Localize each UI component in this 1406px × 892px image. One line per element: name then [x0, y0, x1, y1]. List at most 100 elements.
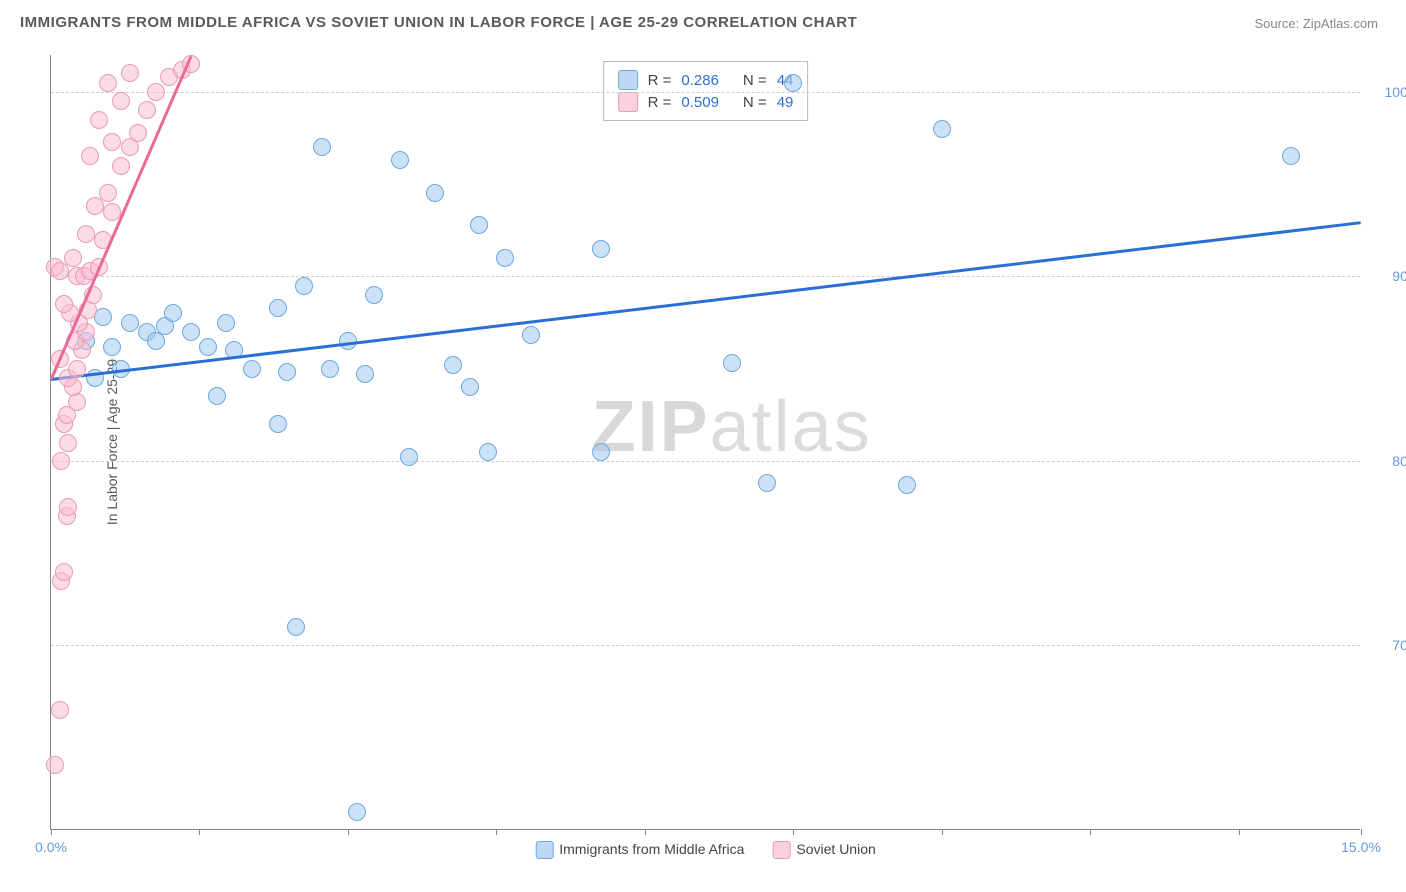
r-label: R = [648, 94, 672, 111]
data-point [182, 323, 200, 341]
gridline [51, 645, 1360, 646]
legend-swatch [772, 841, 790, 859]
data-point [758, 474, 776, 492]
data-point [479, 443, 497, 461]
legend-label: Soviet Union [796, 841, 875, 857]
data-point [723, 354, 741, 372]
data-point [77, 225, 95, 243]
data-point [112, 92, 130, 110]
legend-swatch [618, 70, 638, 90]
data-point [287, 618, 305, 636]
x-tick-label: 15.0% [1341, 839, 1381, 855]
r-value: 0.286 [681, 72, 719, 89]
data-point [365, 286, 383, 304]
data-point [59, 498, 77, 516]
data-point [94, 308, 112, 326]
n-label: N = [743, 94, 767, 111]
legend-swatch [618, 92, 638, 112]
data-point [90, 111, 108, 129]
data-point [391, 151, 409, 169]
data-point [51, 701, 69, 719]
data-point [444, 356, 462, 374]
data-point [81, 147, 99, 165]
chart-title: IMMIGRANTS FROM MIDDLE AFRICA VS SOVIET … [20, 14, 857, 31]
data-point [784, 74, 802, 92]
x-tick [199, 829, 200, 835]
data-point [243, 360, 261, 378]
data-point [138, 101, 156, 119]
data-point [99, 74, 117, 92]
y-axis-label: In Labor Force | Age 25-29 [104, 359, 120, 525]
stats-row: R =0.286N =44 [618, 70, 794, 90]
data-point [356, 365, 374, 383]
stats-row: R = 0.509 N = 49 [618, 92, 794, 112]
data-point [592, 443, 610, 461]
x-tick [942, 829, 943, 835]
x-tick [1090, 829, 1091, 835]
data-point [321, 360, 339, 378]
data-point [295, 277, 313, 295]
data-point [470, 216, 488, 234]
data-point [898, 476, 916, 494]
legend-item: Soviet Union [772, 841, 875, 859]
x-tick-label: 0.0% [35, 839, 67, 855]
data-point [426, 184, 444, 202]
data-point [129, 124, 147, 142]
legend-swatch [535, 841, 553, 859]
data-point [217, 314, 235, 332]
data-point [199, 338, 217, 356]
data-point [55, 295, 73, 313]
bottom-legend: Immigrants from Middle Africa Soviet Unio… [535, 841, 876, 859]
data-point [52, 452, 70, 470]
data-point [461, 378, 479, 396]
y-tick-label: 100.0% [1372, 84, 1406, 100]
data-point [59, 434, 77, 452]
watermark: ZIPatlas [592, 386, 872, 468]
y-tick-label: 80.0% [1372, 453, 1406, 469]
data-point [68, 360, 86, 378]
n-label: N = [743, 72, 767, 89]
gridline [51, 276, 1360, 277]
gridline [51, 92, 1360, 93]
gridline [51, 461, 1360, 462]
data-point [103, 133, 121, 151]
data-point [121, 64, 139, 82]
data-point [278, 363, 296, 381]
data-point [269, 299, 287, 317]
data-point [103, 338, 121, 356]
data-point [164, 304, 182, 322]
x-tick [1239, 829, 1240, 835]
watermark-light: atlas [710, 387, 872, 467]
legend-item: Immigrants from Middle Africa [535, 841, 744, 859]
data-point [99, 184, 117, 202]
x-tick [348, 829, 349, 835]
legend-label: Immigrants from Middle Africa [559, 841, 744, 857]
trend-line [51, 221, 1361, 380]
r-value: 0.509 [681, 94, 719, 111]
x-tick [645, 829, 646, 835]
n-value: 49 [777, 94, 794, 111]
data-point [348, 803, 366, 821]
data-point [313, 138, 331, 156]
data-point [55, 563, 73, 581]
data-point [400, 448, 418, 466]
y-tick-label: 70.0% [1372, 637, 1406, 653]
x-tick [496, 829, 497, 835]
data-point [592, 240, 610, 258]
data-point [933, 120, 951, 138]
data-point [269, 415, 287, 433]
chart-plot-area: In Labor Force | Age 25-29 ZIPatlas R = 0… [50, 55, 1360, 830]
data-point [121, 314, 139, 332]
data-point [46, 756, 64, 774]
x-tick [51, 829, 52, 835]
y-tick-label: 90.0% [1372, 268, 1406, 284]
data-point [522, 326, 540, 344]
data-point [51, 262, 69, 280]
x-tick [1361, 829, 1362, 835]
data-point [208, 387, 226, 405]
data-point [147, 83, 165, 101]
r-label: R = [648, 72, 672, 89]
data-point [112, 157, 130, 175]
data-point [496, 249, 514, 267]
source-label: Source: ZipAtlas.com [1254, 16, 1378, 31]
